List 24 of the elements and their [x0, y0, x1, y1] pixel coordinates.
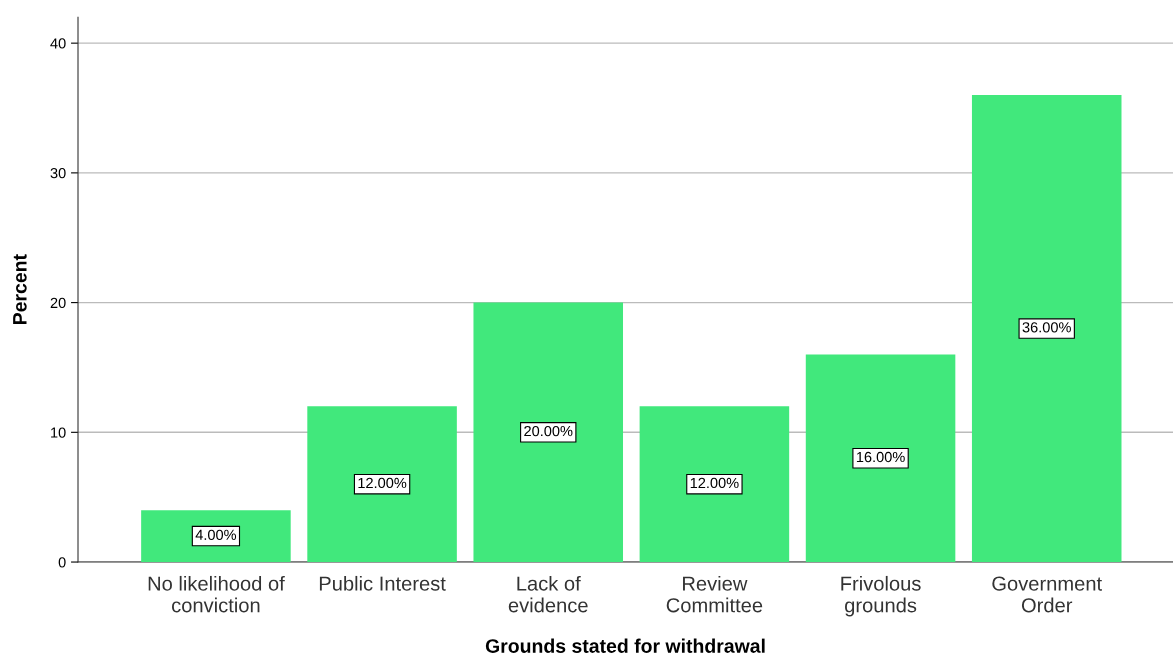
bar	[971, 95, 1122, 563]
bar	[473, 302, 624, 563]
x-tick-label: No likelihood of conviction	[148, 575, 285, 613]
x-axis-title: Grounds stated for withdrawal	[485, 638, 765, 653]
data-label: 4.00%	[195, 529, 237, 541]
x-tick-label: Lack of evidence	[508, 575, 588, 613]
y-tick-label: 10	[51, 427, 66, 438]
x-tick-label: Public Interest	[319, 575, 446, 591]
data-label: 16.00%	[856, 451, 905, 463]
data-label: 20.00%	[524, 425, 573, 437]
x-tick-label: Review Committee	[666, 575, 763, 613]
y-tick-label: 20	[50, 297, 66, 309]
data-label: 12.00%	[358, 477, 407, 489]
x-tick-label: Government Order	[992, 576, 1102, 613]
y-tick-label: 40	[50, 38, 66, 49]
bar	[805, 354, 956, 563]
data-label: 36.00%	[1022, 322, 1071, 333]
data-label: 12.00%	[690, 477, 739, 489]
y-axis-title: Percent	[13, 254, 27, 324]
y-tick-label: 30	[50, 167, 66, 179]
bar	[639, 406, 790, 563]
x-tick-label: Frivolous grounds	[841, 575, 921, 617]
y-tick-label: 0	[58, 557, 66, 568]
bar	[307, 406, 457, 563]
